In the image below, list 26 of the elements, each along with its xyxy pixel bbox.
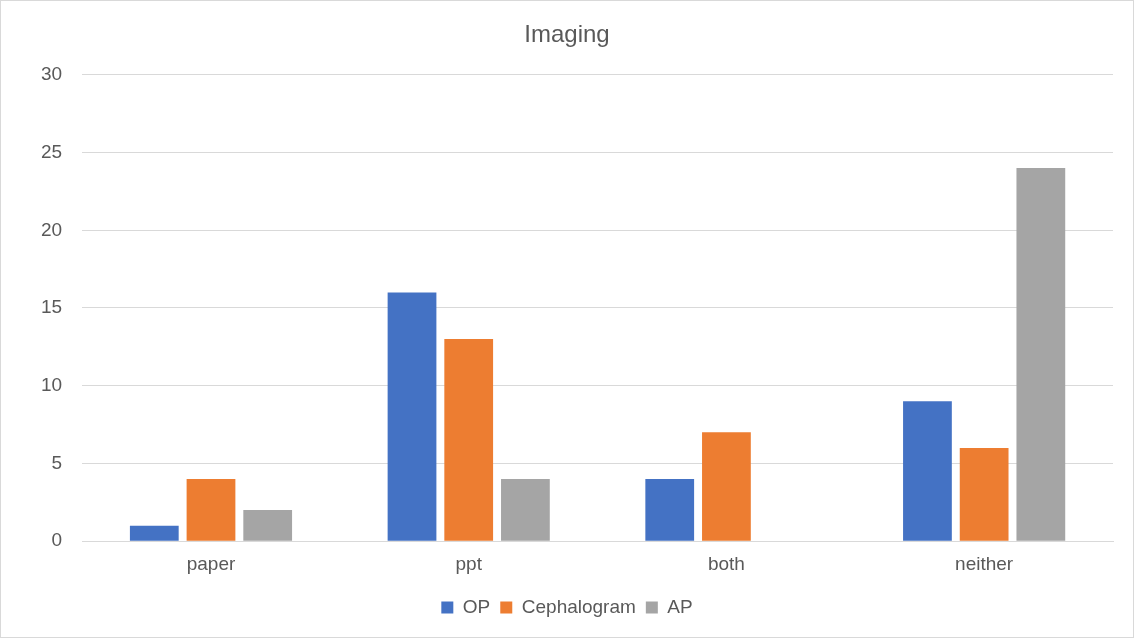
bar: [129, 525, 179, 541]
y-tick-label: 25: [40, 140, 63, 162]
bar: [645, 479, 695, 541]
bar: [1016, 168, 1066, 541]
x-tick-label: both: [707, 552, 745, 574]
y-tick-label: 0: [51, 529, 63, 551]
bar: [903, 401, 952, 541]
y-tick-label: 10: [40, 373, 63, 395]
y-tick-label: 15: [40, 296, 63, 318]
bar: [243, 510, 293, 541]
y-tick-label: 20: [40, 218, 63, 240]
chart-title: Imaging: [524, 20, 610, 48]
legend-label: OP: [462, 595, 491, 617]
x-tick-label: ppt: [455, 552, 483, 574]
bar: [501, 479, 550, 541]
bar: [387, 292, 437, 541]
bar: [186, 479, 236, 541]
x-tick-label: neither: [955, 552, 1014, 574]
legend-label: Cephalogram: [521, 595, 636, 617]
y-tick-label: 30: [40, 63, 63, 85]
legend-label: AP: [667, 595, 693, 617]
bar: [444, 339, 494, 541]
bar: [702, 432, 751, 541]
y-tick-label: 5: [51, 451, 63, 473]
bar: [959, 447, 1009, 541]
x-tick-label: paper: [186, 552, 236, 574]
